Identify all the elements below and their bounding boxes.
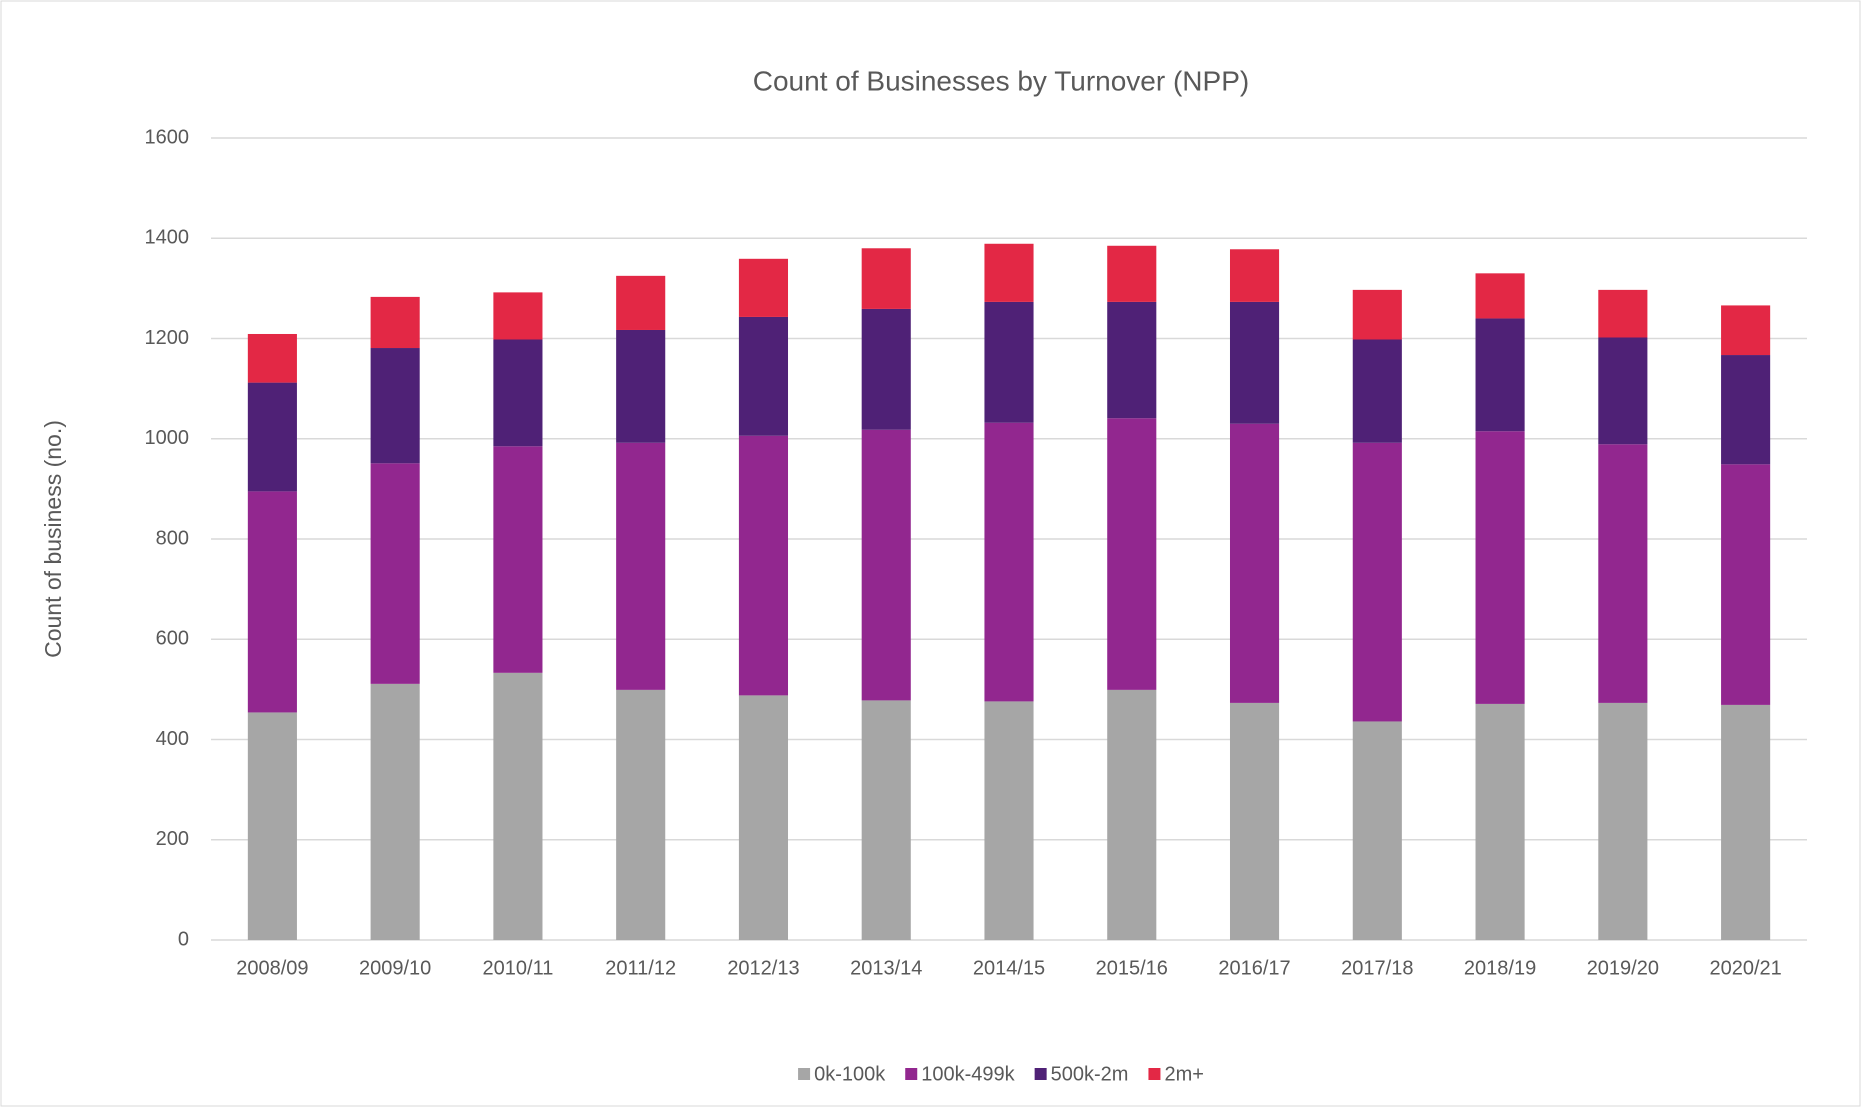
- bar-segment: [1475, 431, 1525, 704]
- bar-segment: [1721, 704, 1771, 940]
- x-tick-label: 2011/12: [605, 957, 676, 979]
- bar-segment: [1598, 702, 1648, 940]
- bar-segment: [984, 701, 1034, 940]
- x-tick-label: 2020/21: [1709, 957, 1781, 979]
- legend-swatch: [1148, 1068, 1161, 1080]
- legend-label: 0k-100k: [814, 1063, 886, 1085]
- bar-segment: [738, 435, 789, 696]
- bar-segment: [1229, 249, 1280, 302]
- bar-segment: [493, 292, 543, 340]
- bar-segment: [861, 308, 911, 430]
- bar-segment: [1352, 289, 1402, 340]
- x-tick-label: 2017/18: [1341, 957, 1413, 979]
- y-tick-label: 400: [156, 728, 189, 750]
- bar-segment: [1598, 337, 1648, 445]
- bar-segment: [370, 683, 420, 940]
- legend-swatch: [798, 1068, 811, 1080]
- bar-segment: [247, 491, 297, 713]
- bar-segment: [493, 672, 543, 940]
- bar-segment: [984, 301, 1034, 423]
- bar-segment: [370, 463, 420, 684]
- x-tick-label: 2015/16: [1096, 957, 1168, 979]
- legend-label: 100k-499k: [921, 1063, 1015, 1085]
- bar-segment: [1229, 301, 1280, 424]
- bar-segment: [370, 348, 420, 464]
- bar-segment: [493, 339, 543, 447]
- legend-swatch: [1034, 1068, 1047, 1080]
- bar-segment: [1598, 289, 1648, 338]
- y-tick-label: 200: [156, 828, 189, 850]
- x-tick-label: 2019/20: [1587, 957, 1659, 979]
- bar-segment: [1475, 318, 1525, 432]
- y-tick-label: 800: [156, 527, 189, 549]
- legend-label: 500k-2m: [1051, 1063, 1129, 1085]
- bar-segment: [1107, 301, 1157, 419]
- bar-segment: [1721, 305, 1771, 356]
- bar-segment: [861, 700, 911, 940]
- bar-segment: [616, 275, 666, 330]
- bar-segment: [616, 689, 666, 940]
- legend-label: 2m+: [1164, 1063, 1203, 1085]
- bar-segment: [1598, 444, 1648, 703]
- bar-segment: [1352, 339, 1402, 443]
- bar-segment: [1107, 689, 1157, 940]
- bar-segment: [1352, 442, 1402, 722]
- bar-segment: [1352, 721, 1402, 940]
- bar-segment: [1721, 355, 1771, 465]
- bar-segment: [1475, 703, 1525, 940]
- x-tick-label: 2012/13: [727, 957, 799, 979]
- bar-segment: [1721, 464, 1771, 705]
- x-tick-label: 2014/15: [973, 957, 1045, 979]
- y-tick-label: 1200: [145, 327, 190, 349]
- x-tick-label: 2008/09: [236, 957, 308, 979]
- bar-segment: [738, 695, 789, 940]
- bar-segment: [984, 243, 1034, 302]
- bar-segment: [616, 329, 666, 443]
- bar-segment: [616, 442, 666, 690]
- bar-segment: [247, 382, 297, 492]
- y-tick-label: 1600: [145, 126, 190, 148]
- x-tick-label: 2018/19: [1464, 957, 1536, 979]
- x-tick-label: 2009/10: [359, 957, 431, 979]
- y-axis-label: Count of business (no.): [40, 420, 66, 658]
- bar-segment: [984, 422, 1034, 702]
- legend-swatch: [905, 1068, 918, 1080]
- bar-segment: [247, 333, 297, 383]
- bar-segment: [1229, 423, 1280, 703]
- x-tick-label: 2016/17: [1218, 957, 1290, 979]
- bar-segment: [738, 316, 789, 436]
- bar-segment: [370, 296, 420, 349]
- y-tick-label: 600: [156, 628, 189, 650]
- bar-segment: [1475, 273, 1525, 319]
- chart-title: Count of Businesses by Turnover (NPP): [753, 65, 1249, 96]
- bar-segment: [1107, 418, 1157, 690]
- bar-segment: [738, 258, 789, 317]
- bar-segment: [493, 446, 543, 673]
- bar-segment: [861, 248, 911, 309]
- y-tick-label: 1000: [145, 427, 190, 449]
- y-tick-label: 0: [178, 928, 189, 950]
- bar-segment: [247, 712, 297, 940]
- bar-segment: [1107, 245, 1157, 302]
- bar-segment: [1229, 702, 1280, 940]
- x-tick-label: 2010/11: [483, 957, 554, 979]
- bar-segment: [861, 429, 911, 701]
- x-tick-label: 2013/14: [850, 957, 922, 979]
- y-tick-label: 1400: [145, 227, 190, 249]
